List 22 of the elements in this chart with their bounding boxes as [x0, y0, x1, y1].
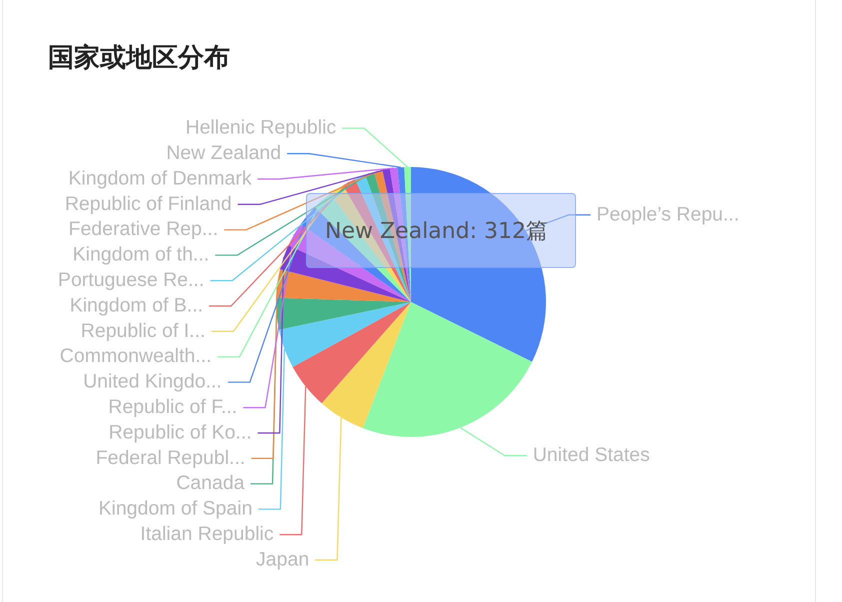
slice-label: Federal Republ... [96, 446, 246, 469]
slice-label: Japan [256, 548, 310, 570]
slice-label: Republic of Finland [64, 192, 232, 215]
slice-label: United Kingdo... [83, 370, 222, 393]
slice-label: Kingdom of B... [70, 294, 204, 316]
slice-label: Hellenic Republic [185, 116, 336, 139]
text: New Zealand: 312篇 [306, 193, 576, 268]
slice-label: Kingdom of th... [72, 244, 210, 266]
slice-label: Kingdom of Denmark [68, 167, 252, 190]
chart-title: 国家或地区分布 [48, 42, 230, 75]
slice-label: Republic of Ko... [108, 421, 252, 444]
slice-label: Federative Rep... [68, 218, 218, 240]
slice-label: Republic of I... [80, 320, 206, 342]
slice-label: Republic of F... [108, 396, 238, 418]
slice-label: Canada [176, 472, 245, 494]
slice-label: United States [532, 444, 650, 466]
slice-label: Portuguese Re... [58, 268, 204, 291]
slice-label: New Zealand [166, 142, 282, 164]
slice-label: Commonwealth... [60, 345, 212, 368]
slice-label: Kingdom of Spain [98, 498, 252, 520]
slice-label: People’s Repu... [596, 203, 740, 226]
slice-label: Italian Republic [140, 522, 274, 545]
